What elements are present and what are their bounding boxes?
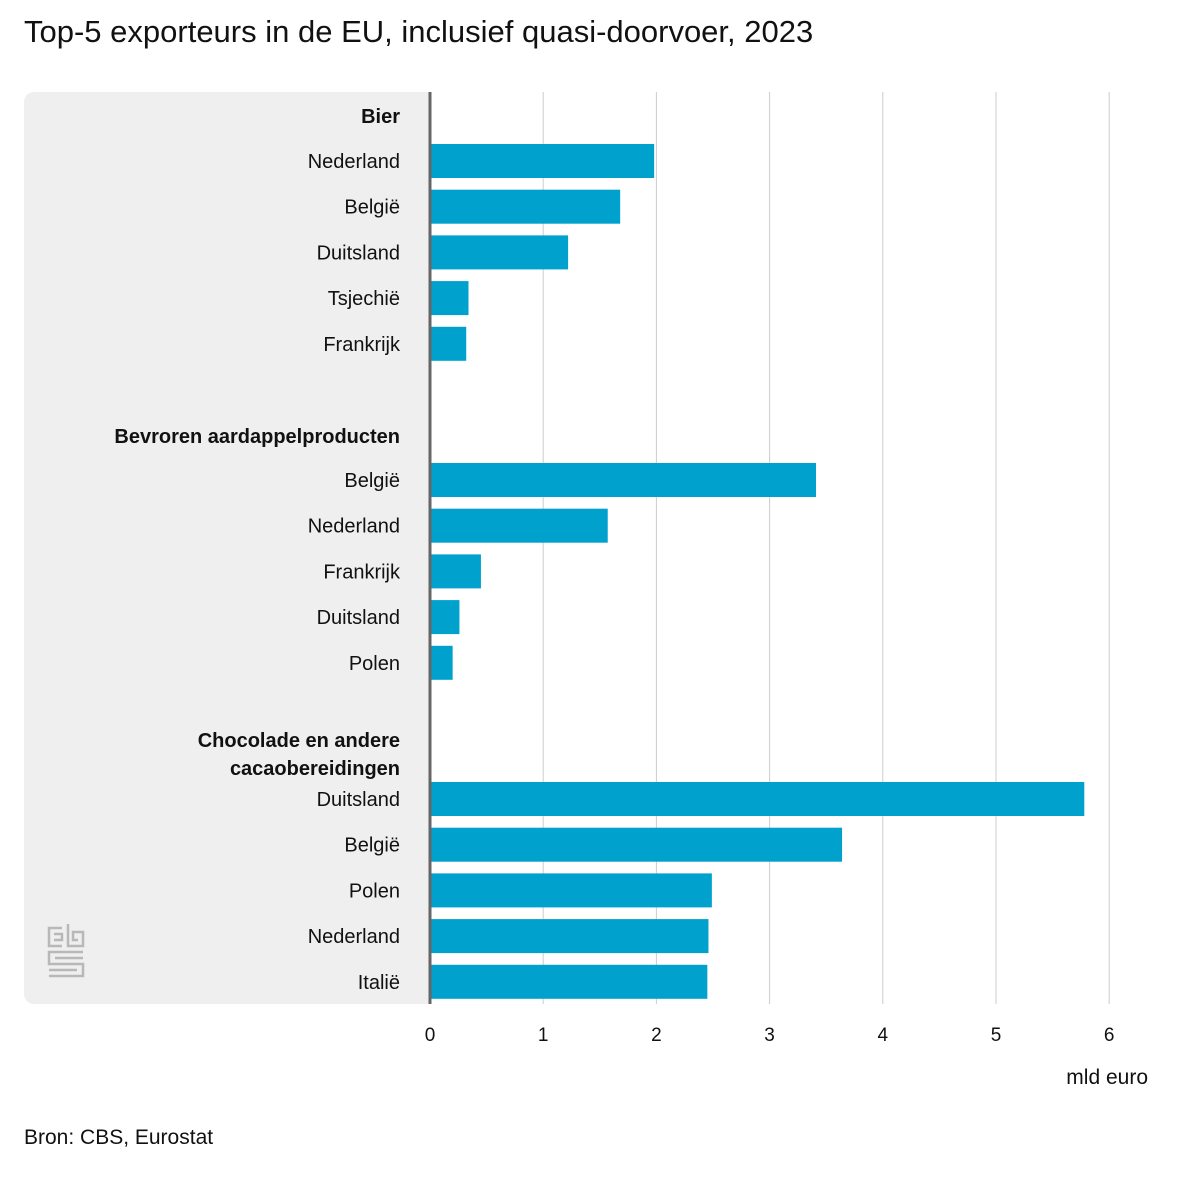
- category-label: Polen: [349, 880, 400, 902]
- bar: [430, 189, 621, 224]
- category-label: Italië: [358, 972, 400, 994]
- category-label: Nederland: [308, 516, 400, 538]
- x-tick-label: 5: [991, 1025, 1002, 1046]
- category-label: Duitsland: [317, 789, 400, 811]
- x-tick-label: 0: [425, 1025, 436, 1046]
- bar: [430, 827, 843, 862]
- bar: [430, 144, 655, 178]
- bar: [430, 463, 817, 497]
- category-label-panel: [24, 92, 430, 1004]
- category-label: Tsjechië: [328, 288, 400, 310]
- bar: [430, 281, 469, 316]
- group-header: Chocolade en andere: [198, 730, 400, 752]
- category-labels: Bier Nederland België Duitsland Tsjechië Fran…: [114, 106, 401, 994]
- category-label: België: [344, 835, 400, 857]
- category-label: België: [344, 470, 400, 492]
- category-label: Nederland: [308, 926, 400, 948]
- category-label: Polen: [349, 653, 400, 675]
- bar: [430, 782, 1085, 816]
- bar: [430, 600, 460, 635]
- x-tick-label: 3: [764, 1025, 775, 1046]
- bar: [430, 919, 709, 954]
- bar: [430, 873, 712, 908]
- category-label: Duitsland: [317, 607, 400, 629]
- bar: [430, 645, 453, 680]
- chart-title: Top-5 exporteurs in de EU, inclusief qua…: [24, 14, 814, 49]
- group-header: cacaobereidingen: [230, 758, 400, 780]
- category-label: België: [344, 197, 400, 219]
- bar: [430, 326, 467, 361]
- group-header: Bevroren aardappelproducten: [114, 426, 400, 448]
- bar: [430, 554, 481, 589]
- x-axis: 0 1 2 3 4 5 6 mld euro: [425, 92, 1148, 1089]
- gridlines: [542, 92, 1110, 1004]
- category-label: Frankrijk: [323, 334, 401, 356]
- x-axis-label: mld euro: [1066, 1066, 1148, 1089]
- category-label: Nederland: [308, 151, 400, 173]
- group-header: Bier: [361, 106, 400, 128]
- bars: [430, 144, 1085, 999]
- category-label: Duitsland: [317, 242, 400, 264]
- cbs-logo-icon: [47, 924, 85, 978]
- bar: [430, 235, 569, 270]
- bar: [430, 964, 708, 999]
- x-tick-label: 4: [878, 1025, 889, 1046]
- source-note: Bron: CBS, Eurostat: [24, 1126, 214, 1149]
- category-label: Frankrijk: [323, 561, 401, 583]
- x-tick-label: 1: [538, 1025, 549, 1046]
- x-tick-label: 2: [651, 1025, 662, 1046]
- bar: [430, 508, 608, 543]
- x-tick-label: 6: [1104, 1025, 1115, 1046]
